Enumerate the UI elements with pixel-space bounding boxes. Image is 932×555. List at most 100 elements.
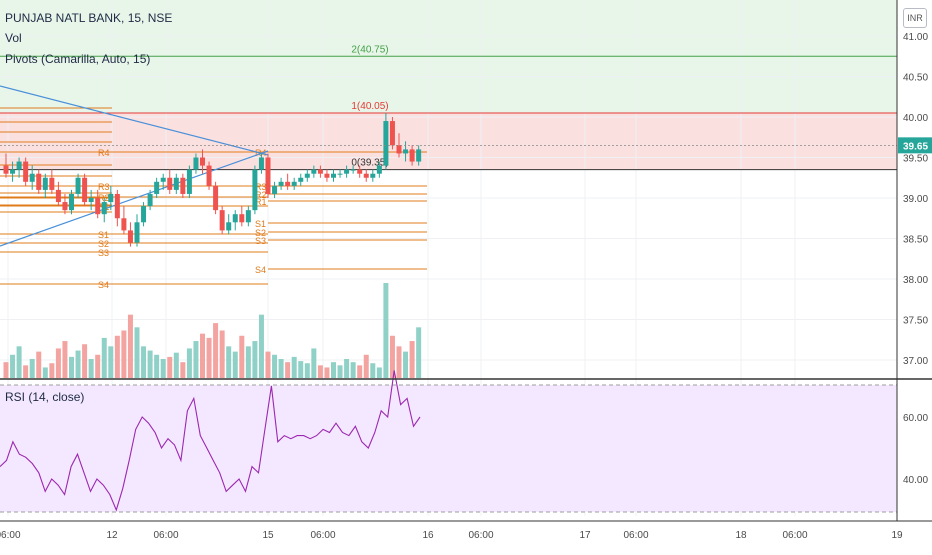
volume-bar-42	[278, 359, 284, 378]
currency-badge[interactable]: INR	[903, 8, 927, 28]
volume-bar-49	[324, 367, 330, 378]
candle-body-30	[200, 157, 205, 166]
candle-body-7	[49, 177, 55, 190]
candle-body-13	[88, 198, 94, 203]
candle-body-28	[186, 169, 192, 194]
price-tick-4: 39.50	[903, 154, 928, 165]
pivot-label-s2-2: R2	[255, 190, 267, 200]
candle-body-4	[29, 173, 35, 182]
volume-bar-25	[167, 356, 173, 378]
volume-bar-61	[403, 351, 409, 378]
volume-bar-12	[82, 344, 88, 378]
volume-bar-53	[350, 362, 356, 378]
candle-body-55	[363, 173, 369, 178]
pivot-label-s1-0: R4	[98, 148, 110, 158]
candle-body-2	[16, 161, 22, 170]
fib-label-1: 2(40.75)	[351, 44, 388, 55]
volume-bar-38	[252, 341, 258, 378]
volume-bar-20	[134, 327, 140, 378]
candle-body-38	[252, 169, 258, 211]
volume-bar-58	[383, 283, 389, 378]
volume-bar-55	[363, 354, 369, 378]
trend-lines	[0, 85, 269, 247]
volume-bar-29	[193, 341, 199, 378]
volume-bar-0	[3, 362, 9, 378]
candle-body-56	[370, 173, 376, 178]
pivot-label-s1-4: S1	[98, 230, 109, 240]
rsi-indicator-label[interactable]: RSI (14, close)	[5, 390, 85, 404]
candle-body-20	[134, 222, 140, 243]
volume-bar-48	[317, 365, 323, 378]
volume-bar-40	[265, 351, 271, 378]
candle-body-36	[239, 214, 245, 223]
candle-body-40	[265, 157, 271, 194]
volume-bar-41	[272, 354, 278, 378]
candle-body-48	[317, 169, 323, 174]
candle-body-10	[69, 193, 74, 211]
volume-indicator-label[interactable]: Vol	[5, 31, 22, 45]
axes	[0, 0, 932, 522]
candle-body-16	[108, 193, 114, 203]
pivots-indicator-label[interactable]: Pivots (Camarilla, Auto, 15)	[5, 52, 151, 66]
volume-bar-17	[114, 335, 120, 378]
volume-bar-26	[173, 352, 179, 378]
volume-bar-33	[219, 330, 225, 378]
volume-bar-60	[396, 346, 402, 378]
volume-bar-32	[213, 323, 219, 378]
volume-bar-36	[239, 335, 245, 378]
candle-body-58	[383, 121, 389, 166]
time-tick-7: 17	[579, 530, 591, 541]
candle-body-17	[114, 193, 120, 219]
volume-bar-24	[160, 359, 166, 378]
candle-body-63	[416, 149, 422, 162]
symbol-title[interactable]: PUNJAB NATL BANK, 15, NSE	[5, 11, 173, 25]
pivot-label-s2-3: R1	[255, 197, 267, 207]
candle-body-51	[337, 173, 343, 175]
volume-bar-31	[206, 337, 212, 378]
candle-body-5	[36, 173, 42, 190]
price-tick-9: 37.00	[903, 356, 928, 367]
rsi-line[interactable]	[0, 370, 421, 512]
candle-body-35	[232, 214, 238, 223]
candles	[3, 112, 422, 247]
trend-line-up[interactable]	[0, 150, 269, 247]
price-axis: 41.50 41.00 40.50 40.00 39.50 39.00 38.50 38.00…	[898, 0, 932, 486]
price-tick-8: 37.50	[903, 316, 928, 327]
volume-bar-37	[245, 346, 251, 378]
candle-body-34	[226, 222, 232, 231]
last-price-badge	[898, 137, 932, 154]
price-tick-5: 39.00	[903, 194, 928, 205]
price-tick-0: 41.50	[903, 0, 928, 3]
volume-bar-11	[75, 350, 81, 378]
price-tick-3: 40.00	[903, 113, 928, 124]
volume-bar-27	[180, 362, 186, 378]
candle-body-11	[75, 177, 81, 194]
price-tick-7: 38.00	[903, 275, 928, 286]
candle-body-43	[285, 181, 291, 186]
price-tick-1: 41.00	[903, 32, 928, 43]
trend-line-down[interactable]	[0, 85, 269, 156]
volume-bar-54	[357, 365, 363, 378]
fib-label-2: 1(40.05)	[351, 101, 388, 112]
volume-bar-13	[88, 359, 94, 378]
time-tick-2: 06:00	[153, 530, 178, 541]
volume-bar-22	[147, 350, 153, 378]
time-tick-10: 06:00	[782, 530, 807, 541]
fib-label-3: 0(39.35)	[351, 158, 388, 169]
price-tick-2: 40.50	[903, 73, 928, 84]
volume-bar-63	[416, 327, 422, 378]
fib-levels: 3(41.45)2(40.75)1(40.05)0(39.35)	[0, 0, 897, 171]
rsi-tick-1: 40.00	[903, 475, 928, 486]
volume-bar-30	[200, 333, 205, 378]
volume-bar-51	[337, 365, 343, 378]
candle-body-46	[304, 173, 310, 178]
volume-bar-43	[285, 362, 291, 378]
volume-bar-34	[226, 346, 232, 378]
candle-body-57	[376, 165, 382, 174]
candle-body-41	[272, 185, 278, 194]
candle-body-39	[258, 157, 264, 170]
pivot-label-s2-4: S1	[255, 219, 266, 229]
volume-bar-2	[16, 346, 22, 378]
candle-body-53	[350, 169, 356, 171]
